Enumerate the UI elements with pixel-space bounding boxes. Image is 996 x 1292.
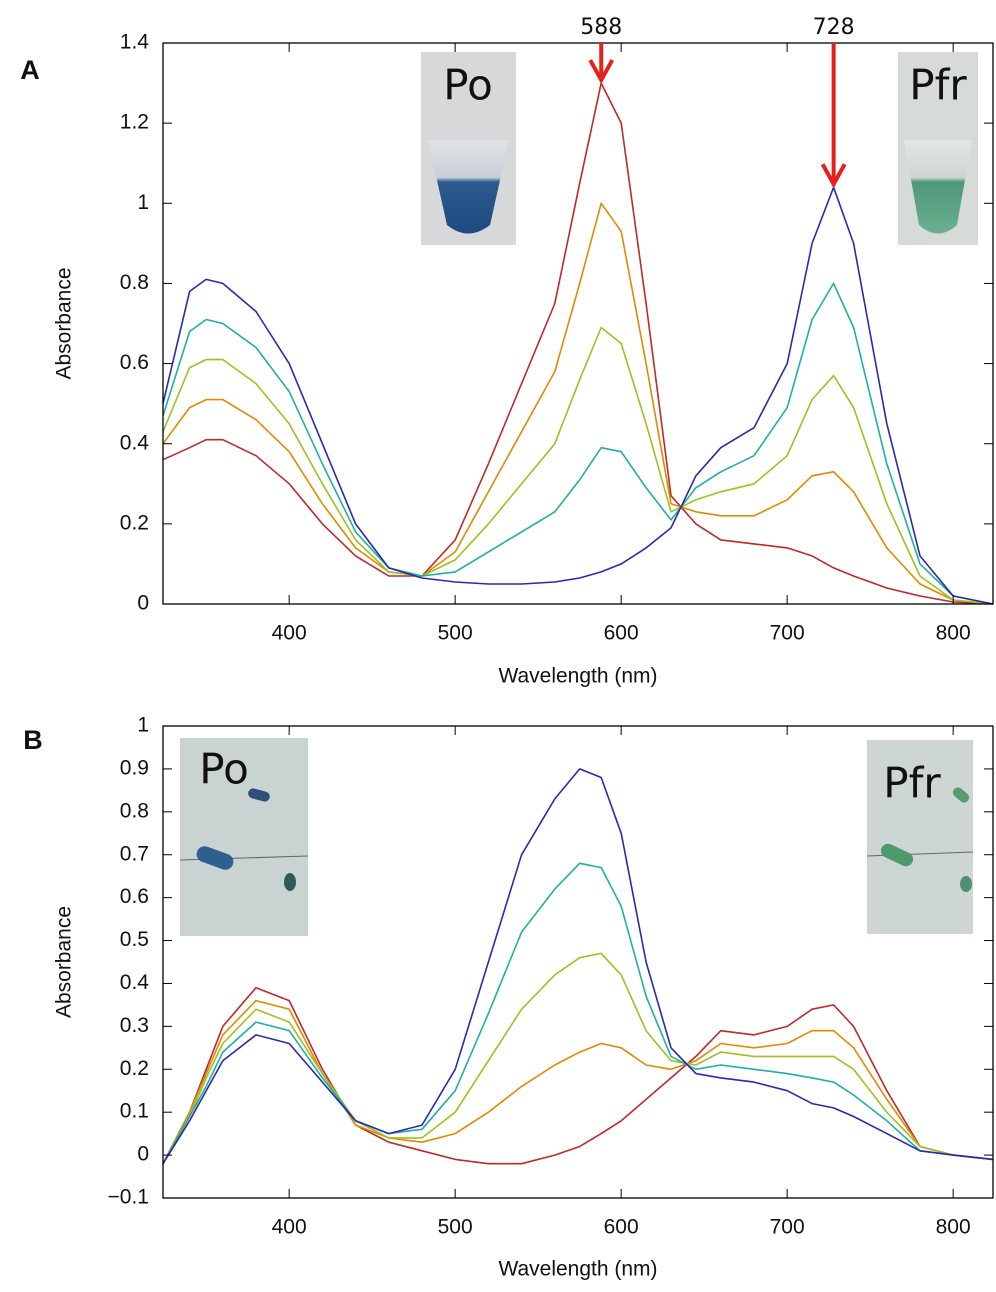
y-tick-label: 0.5 — [120, 928, 149, 951]
spectrum-line — [162, 999, 994, 1165]
spectrum-line — [162, 82, 994, 605]
annotation-label: 728 — [813, 15, 855, 40]
y-tick-label: 0.2 — [120, 1057, 149, 1080]
x-axis-label: Wavelength (nm) — [498, 665, 657, 688]
y-tick-label: 0.4 — [120, 431, 150, 454]
x-tick-label: 800 — [936, 1216, 971, 1239]
spectrum-line — [162, 282, 994, 605]
spectrum-line — [162, 202, 994, 605]
plot-frame — [162, 725, 994, 1199]
y-tick-label: 0.8 — [120, 799, 149, 822]
y-tick-label: 0 — [137, 592, 149, 615]
x-tick-label: 700 — [770, 622, 805, 645]
panel-label: B — [23, 725, 43, 755]
spectrum-line — [162, 326, 994, 605]
x-tick-label: 500 — [438, 622, 473, 645]
inset-label: Po — [199, 745, 249, 794]
y-tick-label: 0 — [137, 1143, 149, 1166]
y-tick-label: 0.4 — [120, 971, 150, 994]
photo-pfr-tube — [898, 52, 978, 245]
y-tick-label: 0.6 — [120, 885, 149, 908]
inset-label: Po — [443, 61, 493, 110]
x-tick-label: 400 — [272, 1216, 307, 1239]
spectrum-line — [162, 768, 994, 1165]
y-tick-label: 0.8 — [120, 271, 149, 294]
y-tick-label: 0.6 — [120, 351, 149, 374]
y-axis-label: Absorbance — [53, 267, 76, 379]
annotation-arrowhead — [820, 163, 847, 189]
y-tick-label: 1 — [137, 714, 149, 737]
y-axis-label: Absorbance — [53, 906, 76, 1018]
annotation-label: 588 — [580, 15, 622, 40]
y-tick-label: 1.2 — [120, 111, 149, 134]
inset-label: Pfr — [909, 61, 967, 110]
plot-frame — [162, 42, 994, 605]
annotation-arrowhead — [588, 59, 614, 85]
x-tick-label: 400 — [272, 622, 307, 645]
x-tick-label: 600 — [604, 1216, 639, 1239]
x-tick-label: 700 — [770, 1216, 805, 1239]
y-tick-label: 0.9 — [120, 756, 149, 779]
photo-po-tube — [421, 52, 516, 245]
y-tick-label: 0.3 — [120, 1014, 149, 1037]
photo-po-crystals — [179, 738, 309, 936]
y-tick-label: 0.1 — [120, 1100, 149, 1123]
spectrum-line — [162, 952, 994, 1165]
y-tick-label: 0.7 — [120, 842, 149, 865]
y-tick-label: 0.2 — [120, 511, 149, 534]
y-tick-label: −0.1 — [108, 1186, 149, 1209]
spectrum-line — [162, 186, 994, 605]
x-tick-label: 800 — [936, 622, 971, 645]
x-tick-label: 500 — [438, 1216, 473, 1239]
x-tick-label: 600 — [604, 622, 639, 645]
spectrum-line — [162, 862, 994, 1165]
inset-label: Pfr — [883, 759, 941, 808]
spectrum-line — [162, 986, 994, 1165]
panel-label: A — [20, 55, 40, 85]
photo-pfr-crystals — [866, 740, 974, 934]
x-axis-label: Wavelength (nm) — [498, 1258, 657, 1281]
y-tick-label: 1.4 — [120, 31, 150, 54]
y-tick-label: 1 — [137, 191, 149, 214]
